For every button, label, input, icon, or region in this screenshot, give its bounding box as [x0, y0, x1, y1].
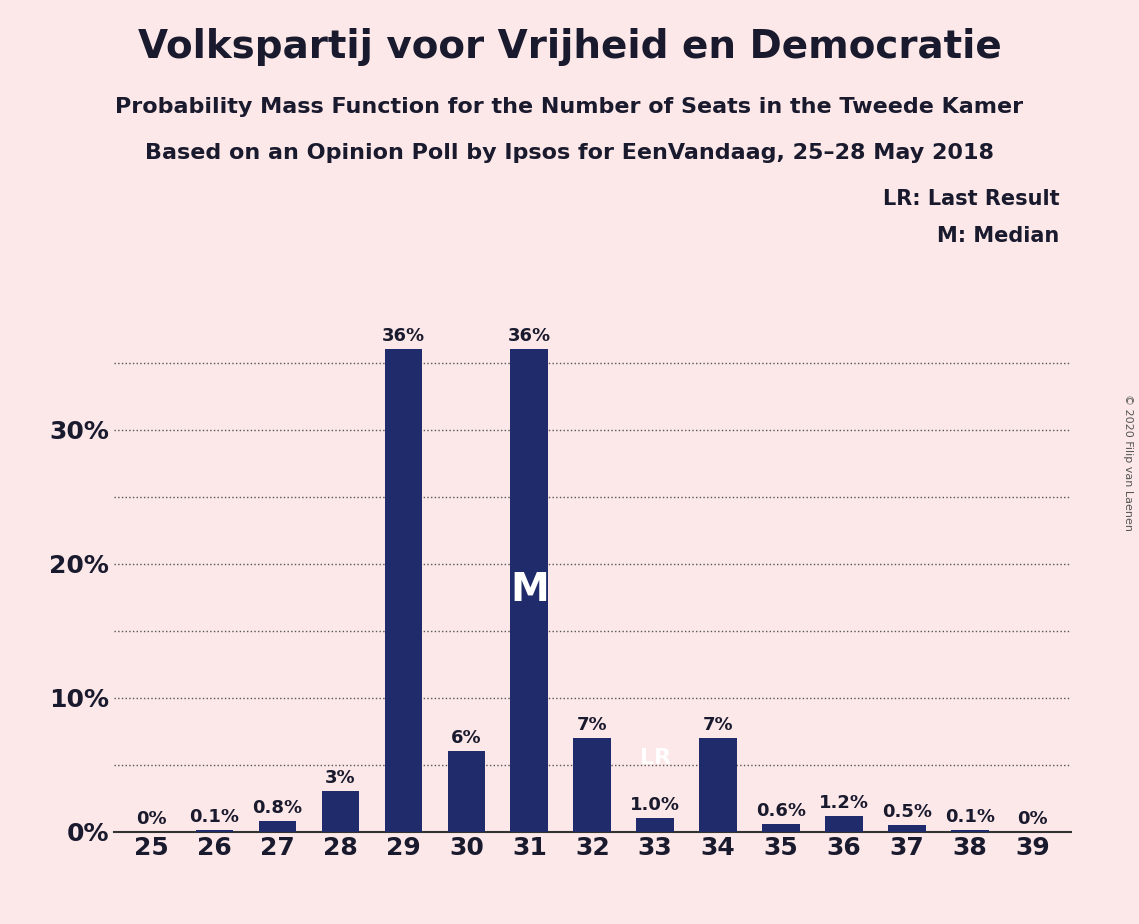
Text: 6%: 6% [451, 729, 482, 748]
Text: M: M [510, 571, 549, 610]
Text: Probability Mass Function for the Number of Seats in the Tweede Kamer: Probability Mass Function for the Number… [115, 97, 1024, 117]
Text: 0.1%: 0.1% [945, 808, 995, 826]
Bar [259, 821, 296, 832]
Text: 0.5%: 0.5% [882, 803, 932, 821]
Text: 1.2%: 1.2% [819, 794, 869, 811]
Text: 0%: 0% [137, 809, 167, 828]
Text: 0.6%: 0.6% [756, 801, 806, 820]
Text: 36%: 36% [382, 327, 425, 346]
Bar [321, 791, 360, 832]
Bar [196, 831, 233, 832]
Text: Based on an Opinion Poll by Ipsos for EenVandaag, 25–28 May 2018: Based on an Opinion Poll by Ipsos for Ee… [145, 143, 994, 164]
Text: 1.0%: 1.0% [630, 796, 680, 814]
Text: © 2020 Filip van Laenen: © 2020 Filip van Laenen [1123, 394, 1133, 530]
Text: M: Median: M: Median [937, 226, 1059, 247]
Text: 0%: 0% [1017, 809, 1048, 828]
Text: Volkspartij voor Vrijheid en Democratie: Volkspartij voor Vrijheid en Democratie [138, 28, 1001, 66]
Text: 0.1%: 0.1% [189, 808, 239, 826]
Text: LR: Last Result: LR: Last Result [883, 189, 1059, 210]
Text: 7%: 7% [577, 716, 607, 734]
Text: 0.8%: 0.8% [253, 799, 303, 817]
Text: 36%: 36% [508, 327, 551, 346]
Bar [637, 819, 674, 832]
Text: 7%: 7% [703, 716, 734, 734]
Bar [573, 737, 612, 832]
Bar [825, 816, 863, 832]
Bar [699, 737, 737, 832]
Bar [385, 349, 423, 832]
Bar [951, 831, 989, 832]
Bar [448, 751, 485, 832]
Text: 3%: 3% [326, 770, 355, 787]
Bar [762, 823, 800, 832]
Bar [510, 349, 548, 832]
Bar [888, 825, 926, 832]
Text: LR: LR [640, 748, 671, 768]
